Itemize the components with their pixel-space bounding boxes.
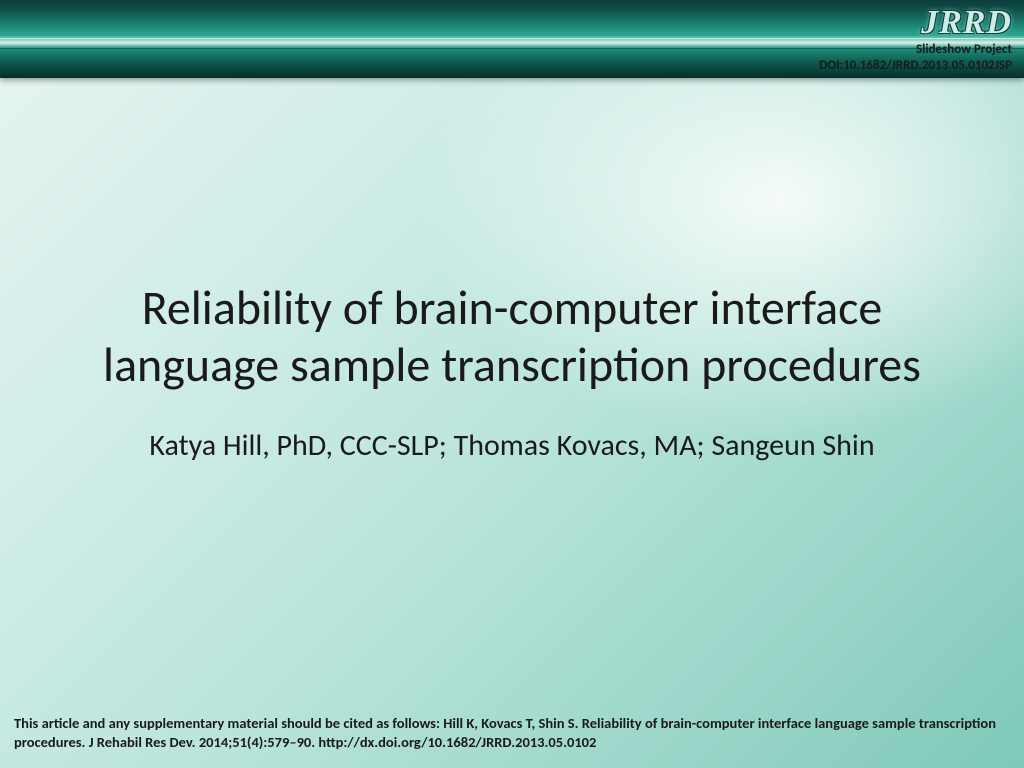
slide-authors: Katya Hill, PhD, CCC-SLP; Thomas Kovacs,… bbox=[60, 427, 964, 464]
citation-footer: This article and any supplementary mater… bbox=[14, 714, 1010, 752]
logo-block: JRRD Slideshow Project DOI:10.1682/JRRD.… bbox=[819, 4, 1012, 75]
logo-text: JRRD bbox=[819, 4, 1012, 42]
logo-subtitle-2: DOI:10.1682/JRRD.2013.05.0102JSP bbox=[819, 58, 1012, 74]
logo-subtitle-1: Slideshow Project bbox=[819, 42, 1012, 58]
slide-title: Reliability of brain-computer interface … bbox=[60, 280, 964, 393]
slide: JRRD Slideshow Project DOI:10.1682/JRRD.… bbox=[0, 0, 1024, 768]
title-block: Reliability of brain-computer interface … bbox=[60, 280, 964, 464]
